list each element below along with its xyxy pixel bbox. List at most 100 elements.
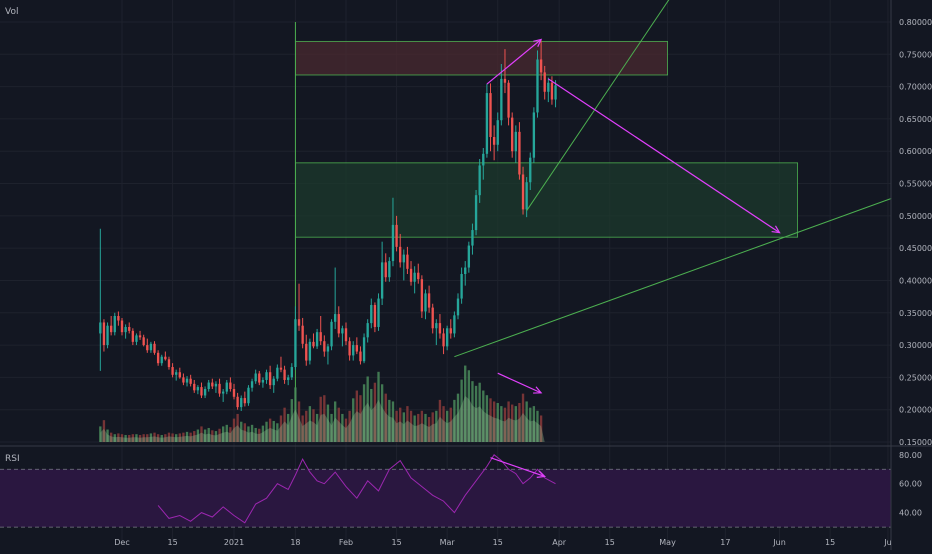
candle-body (442, 333, 445, 347)
volume-bar (319, 396, 322, 442)
price-tick-label: 0.40000 (899, 276, 932, 285)
candle-body (109, 325, 113, 333)
price-tick-label: 0.20000 (899, 406, 932, 415)
candle-body (185, 378, 189, 383)
volume-bar (348, 410, 351, 442)
candle-body (333, 314, 337, 322)
candle-body (279, 367, 283, 370)
volume-bar (424, 413, 427, 442)
volume-arrow-head (533, 386, 543, 394)
candle-body (445, 328, 449, 347)
volume-bar (305, 410, 308, 442)
candle-body (254, 373, 257, 382)
candle-body (518, 131, 521, 175)
candle-body (532, 112, 536, 158)
volume-bar (117, 433, 120, 442)
volume-bar (240, 421, 243, 442)
volume-bar (211, 430, 214, 442)
rsi-band (0, 469, 891, 528)
rsi-pane-label: RSI (5, 454, 20, 464)
time-tick-label: 18 (290, 538, 300, 547)
candle-body (344, 328, 348, 342)
candle-body (500, 78, 503, 121)
volume-bar (149, 433, 153, 442)
volume-bar (409, 410, 413, 442)
time-axis[interactable]: Dec 15 2021 18 Feb 15 Mar 15 Apr 15 May 17 Jun 15 Ju (114, 538, 891, 547)
drawings[interactable] (454, 0, 892, 394)
volume-bar (287, 413, 290, 442)
time-tick-label: Feb (339, 538, 353, 547)
volume-bars (99, 365, 556, 442)
volume-bar (297, 401, 301, 442)
volume-bar (128, 434, 131, 442)
candle-body (178, 372, 181, 378)
volume-bar (485, 395, 489, 442)
trendline (526, 0, 670, 211)
candle-body (406, 254, 409, 269)
volume-bar (272, 420, 275, 442)
volume-bar (453, 399, 456, 442)
candle-body (529, 157, 532, 183)
price-tick-label: 0.80000 (899, 18, 932, 27)
candle-body (474, 195, 478, 231)
volume-bar (464, 365, 467, 442)
candle-body (431, 307, 434, 329)
volume-bar (156, 434, 160, 442)
candle-body (362, 337, 366, 362)
price-tick-label: 0.65000 (899, 115, 932, 124)
volume-bar (406, 406, 409, 442)
volume-bar (449, 407, 452, 442)
candle-body (330, 321, 333, 347)
volume-bar (250, 424, 254, 442)
volume-bar (471, 381, 474, 442)
volume-bar (102, 420, 106, 442)
candle-body (102, 322, 106, 346)
volume-bar (503, 407, 507, 442)
volume-bar (536, 410, 539, 442)
time-tick-label: Apr (552, 538, 567, 547)
candle-body (391, 224, 395, 262)
volume-bar (492, 401, 496, 442)
candle-body (399, 246, 402, 263)
candle-body (142, 337, 145, 346)
candle-body (370, 305, 373, 324)
volume-bar (290, 399, 293, 442)
price-axis[interactable]: 0.80000 0.75000 0.70000 0.65000 0.60000 0.550… (890, 0, 932, 550)
volume-bar (478, 382, 481, 442)
volume-bar (341, 413, 344, 442)
volume-bar (258, 428, 261, 442)
candle-body (319, 332, 322, 342)
candle-body (287, 377, 290, 380)
candle-body (247, 387, 250, 404)
time-tick-label: 15 (605, 538, 615, 547)
trendline (454, 197, 892, 358)
time-tick-label: 15 (493, 538, 503, 547)
volume-bar (474, 385, 478, 442)
candle-body (149, 343, 153, 351)
volume-bar (384, 393, 387, 442)
volume-bar (399, 407, 402, 442)
volume-bar (420, 410, 424, 442)
volume-bar (438, 399, 442, 442)
candle-body (485, 93, 489, 154)
volume-bar (388, 399, 391, 442)
rsi-tick-label: 60.00 (899, 480, 922, 489)
candle-body (539, 59, 543, 73)
volume-bar (445, 410, 449, 442)
time-tick-label: Dec (114, 538, 129, 547)
price-arrow-head (533, 38, 543, 47)
candle-body (352, 345, 355, 356)
candle-body (193, 383, 196, 391)
candle-body (413, 272, 416, 282)
volume-bar (308, 406, 312, 442)
time-tick-label: 15 (167, 538, 177, 547)
volume-bar (518, 403, 521, 442)
candle-body (355, 345, 359, 352)
candle-body (438, 323, 442, 334)
candle-body (384, 262, 387, 278)
volume-bar (326, 404, 330, 442)
price-tick-label: 0.30000 (899, 341, 932, 350)
